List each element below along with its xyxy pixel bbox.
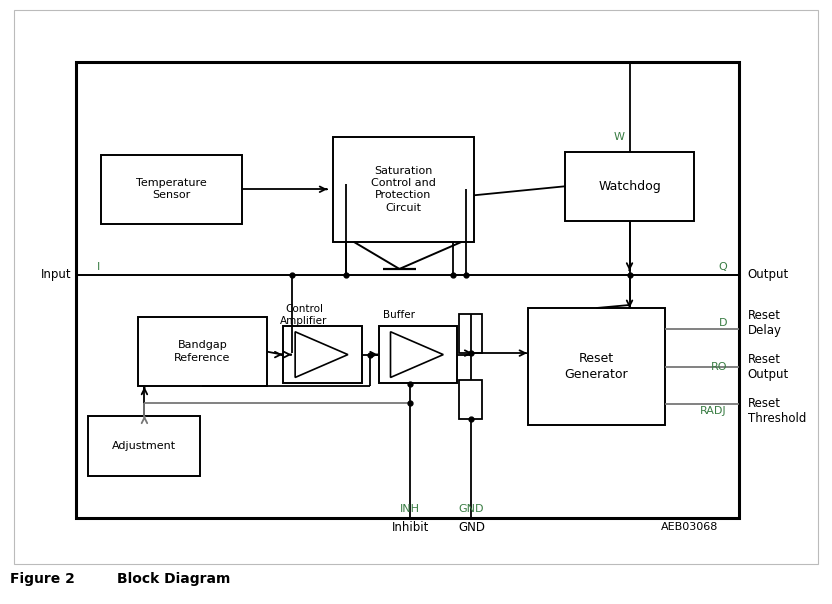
Text: Bandgap
Reference: Bandgap Reference xyxy=(174,341,230,363)
Text: Reset
Delay: Reset Delay xyxy=(748,309,782,337)
Bar xyxy=(379,326,458,383)
Text: RADJ: RADJ xyxy=(701,406,727,416)
Polygon shape xyxy=(295,332,348,378)
Bar xyxy=(333,137,474,242)
Bar xyxy=(284,326,362,383)
Bar xyxy=(76,62,740,518)
Text: INH: INH xyxy=(400,504,420,515)
Text: RO: RO xyxy=(711,362,727,372)
Bar xyxy=(565,152,694,221)
Text: Inhibit: Inhibit xyxy=(392,521,428,534)
Bar xyxy=(459,380,483,419)
Bar xyxy=(138,317,267,386)
Text: Reset
Threshold: Reset Threshold xyxy=(748,397,806,425)
Text: Buffer: Buffer xyxy=(384,310,415,320)
Bar xyxy=(459,314,483,353)
Text: I: I xyxy=(97,262,100,272)
Polygon shape xyxy=(390,332,443,378)
Text: Q: Q xyxy=(718,262,727,272)
Text: Control
Amplifier: Control Amplifier xyxy=(280,304,328,326)
Text: Reset
Generator: Reset Generator xyxy=(565,352,628,381)
Bar xyxy=(88,416,201,477)
Text: AEB03068: AEB03068 xyxy=(661,522,719,533)
Text: Adjustment: Adjustment xyxy=(112,442,176,451)
Text: Input: Input xyxy=(42,268,72,281)
Text: Watchdog: Watchdog xyxy=(598,180,661,193)
Text: W: W xyxy=(614,132,625,142)
Text: GND: GND xyxy=(458,504,484,515)
Bar xyxy=(101,155,242,224)
Text: Figure 2: Figure 2 xyxy=(10,571,75,585)
Text: Temperature
Sensor: Temperature Sensor xyxy=(136,178,207,201)
Text: Reset
Output: Reset Output xyxy=(748,353,789,381)
Text: GND: GND xyxy=(458,521,485,534)
Bar xyxy=(528,308,665,425)
Text: D: D xyxy=(719,318,727,328)
Text: Block Diagram: Block Diagram xyxy=(117,571,230,585)
Text: Saturation
Control and
Protection
Circuit: Saturation Control and Protection Circui… xyxy=(371,165,436,213)
Text: Output: Output xyxy=(748,268,789,281)
